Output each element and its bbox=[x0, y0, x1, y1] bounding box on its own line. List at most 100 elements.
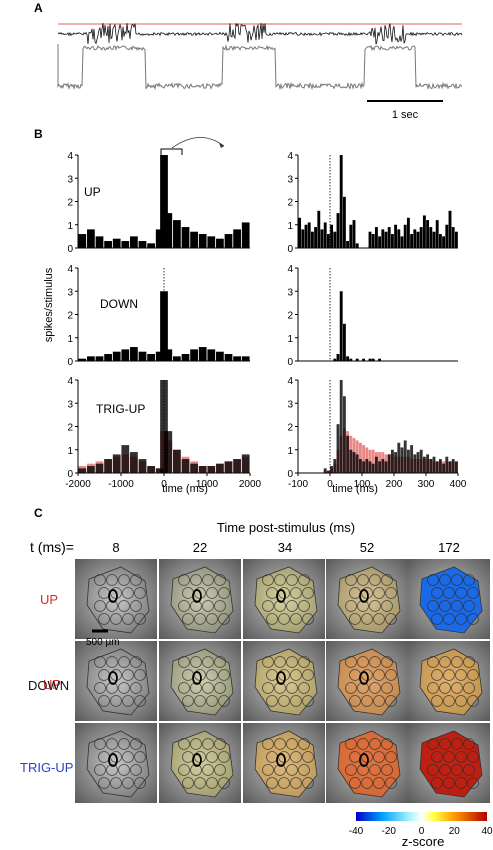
stimulated-barrel bbox=[359, 589, 369, 603]
stimulated-barrel bbox=[192, 589, 202, 603]
histogram-bar bbox=[355, 454, 359, 473]
barrel-outline bbox=[274, 738, 286, 750]
histogram-bar bbox=[384, 461, 388, 474]
barrel-outline bbox=[106, 682, 118, 694]
histogram-bar bbox=[310, 231, 314, 248]
barrel-outline bbox=[357, 738, 369, 750]
imaging-row-up: UP bbox=[43, 677, 61, 692]
x-tick-label: 100 bbox=[354, 479, 371, 490]
barrel-outline bbox=[302, 587, 314, 599]
barrel-outline bbox=[439, 574, 451, 586]
histogram-bar bbox=[394, 452, 398, 473]
histogram-bar bbox=[442, 236, 446, 249]
overlay-bar bbox=[362, 445, 366, 473]
histogram-bar bbox=[224, 461, 233, 474]
histogram-bar bbox=[173, 220, 181, 248]
barrel-outline bbox=[290, 587, 302, 599]
barrel-outline bbox=[98, 695, 110, 707]
barrel-outline bbox=[130, 600, 142, 612]
barrel-outline bbox=[431, 613, 443, 625]
y-tick-label: 1 bbox=[67, 334, 73, 345]
barrel-outline bbox=[94, 738, 106, 750]
barrel-outline bbox=[427, 656, 439, 668]
time-scalebar-label: 1 sec bbox=[392, 109, 419, 121]
histogram-bar bbox=[349, 224, 353, 248]
imaging-tile bbox=[159, 559, 241, 639]
barrel-outline bbox=[345, 682, 357, 694]
histogram-bar bbox=[216, 351, 224, 361]
barrel-outline bbox=[361, 777, 373, 789]
imaging-tile bbox=[243, 723, 325, 803]
barrel-outline bbox=[266, 695, 278, 707]
barrel-outline bbox=[443, 669, 455, 681]
histogram-bar bbox=[397, 442, 401, 473]
histogram-bar bbox=[138, 241, 147, 248]
col-header-8: 8 bbox=[112, 540, 119, 555]
barrel-outline bbox=[94, 656, 106, 668]
colorbar-tick-label: 0 bbox=[419, 826, 425, 837]
barrel-outline bbox=[202, 600, 214, 612]
histogram-bar bbox=[336, 354, 340, 361]
histogram-bar bbox=[147, 466, 155, 473]
barrel-outline bbox=[443, 587, 455, 599]
y-tick-label: 0 bbox=[67, 244, 73, 255]
barrel-outline bbox=[463, 600, 475, 612]
histogram-bar bbox=[445, 456, 449, 473]
barrel-outline bbox=[118, 764, 130, 776]
histogram-bar bbox=[298, 217, 302, 248]
histogram-bar bbox=[426, 454, 430, 473]
barrel-outline bbox=[182, 777, 194, 789]
barrel-outline bbox=[373, 587, 385, 599]
barrel-outline bbox=[122, 669, 134, 681]
histogram-bar bbox=[387, 227, 391, 248]
barrel-outline bbox=[178, 682, 190, 694]
barrel-outline bbox=[118, 682, 130, 694]
barrel-outline bbox=[369, 682, 381, 694]
barrel-outline bbox=[373, 613, 385, 625]
barrel-outline bbox=[451, 738, 463, 750]
y-tick-label: 3 bbox=[287, 399, 293, 410]
barrel-outline bbox=[94, 764, 106, 776]
imaging-tile bbox=[75, 559, 157, 639]
histogram-bar bbox=[448, 461, 452, 474]
histogram-bar bbox=[384, 231, 388, 248]
histogram-bar bbox=[112, 454, 121, 473]
barrel-outline bbox=[369, 738, 381, 750]
barrel-outline bbox=[202, 764, 214, 776]
barrel-outline bbox=[214, 738, 226, 750]
histogram-bar bbox=[438, 234, 442, 248]
barrel-outline bbox=[357, 682, 369, 694]
histogram-bar bbox=[374, 227, 378, 248]
histogram-bar bbox=[429, 459, 433, 473]
histogram-bar bbox=[400, 236, 404, 249]
barrel-outline bbox=[134, 751, 146, 763]
histogram-bar bbox=[419, 449, 423, 473]
zoom-arrowhead bbox=[219, 143, 224, 148]
barrel-outline bbox=[451, 600, 463, 612]
cortex-region bbox=[337, 648, 401, 716]
barrel-outline bbox=[427, 574, 439, 586]
barrel-outline bbox=[290, 777, 302, 789]
histogram-bar bbox=[130, 347, 138, 361]
barrel-outline bbox=[190, 682, 202, 694]
barrel-outline bbox=[106, 600, 118, 612]
barrel-outline bbox=[427, 682, 439, 694]
barrel-outline bbox=[218, 669, 230, 681]
histogram-bar bbox=[216, 238, 224, 248]
barrel-outline bbox=[385, 751, 397, 763]
y-tick-label: 1 bbox=[287, 446, 293, 457]
histogram-bar bbox=[190, 349, 198, 362]
barrel-outline bbox=[274, 600, 286, 612]
histogram-bar bbox=[147, 354, 155, 361]
stimulated-barrel bbox=[276, 753, 286, 767]
barrel-outline bbox=[467, 777, 479, 789]
barrel-outline bbox=[110, 695, 122, 707]
histogram-bar bbox=[181, 354, 190, 361]
histogram-bar bbox=[320, 229, 324, 248]
barrel-outline bbox=[451, 682, 463, 694]
barrel-outline bbox=[134, 777, 146, 789]
barrel-outline bbox=[122, 587, 134, 599]
barrel-outline bbox=[463, 574, 475, 586]
imaging-tile bbox=[75, 723, 157, 803]
